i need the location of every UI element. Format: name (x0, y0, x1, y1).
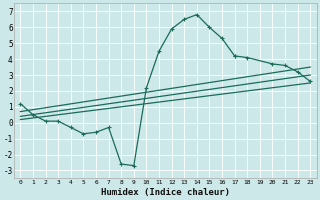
X-axis label: Humidex (Indice chaleur): Humidex (Indice chaleur) (101, 188, 230, 197)
